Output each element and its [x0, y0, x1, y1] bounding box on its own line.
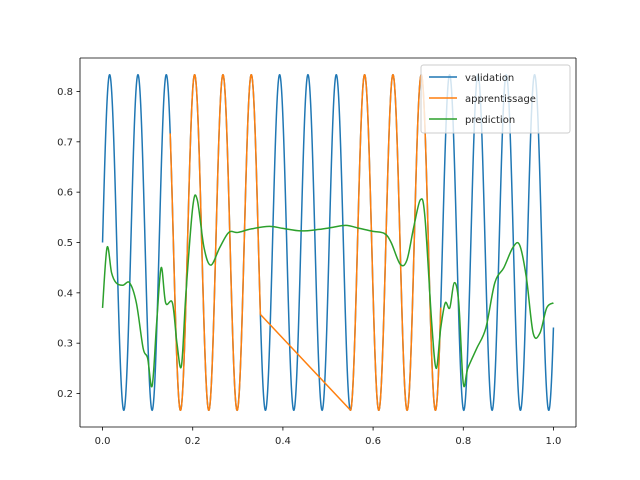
x-tick-label: 0.2 — [185, 436, 201, 447]
series-line-apprentissage — [169, 73, 442, 412]
legend-label-validation: validation — [465, 73, 514, 84]
x-tick-label: 0.6 — [365, 436, 381, 447]
axes-frame — [79, 57, 577, 428]
legend: validation apprentissage prediction — [420, 64, 571, 134]
y-tick-label: 0.4 — [57, 288, 73, 299]
x-tick-label: 0.4 — [275, 436, 291, 447]
x-tick-label: 0.0 — [95, 436, 111, 447]
ticks-layer: 0.0 0.2 0.4 0.6 0.8 1.0 0.2 0.3 0.4 0.5 0.6 0.7 0.8 — [57, 87, 561, 447]
series-line-prediction — [101, 194, 554, 388]
y-tick-label: 0.5 — [57, 238, 73, 249]
y-tick-label: 0.6 — [57, 188, 73, 199]
legend-box — [420, 64, 571, 134]
y-tick-label: 0.8 — [57, 87, 73, 98]
y-tick-label: 0.2 — [57, 389, 73, 400]
y-tick-label: 0.7 — [57, 137, 73, 148]
x-tick-label: 1.0 — [546, 436, 562, 447]
legend-label-apprentissage: apprentissage — [465, 94, 536, 105]
legend-label-prediction: prediction — [465, 115, 515, 126]
x-tick-label: 0.8 — [455, 436, 471, 447]
y-tick-label: 0.3 — [57, 339, 73, 350]
